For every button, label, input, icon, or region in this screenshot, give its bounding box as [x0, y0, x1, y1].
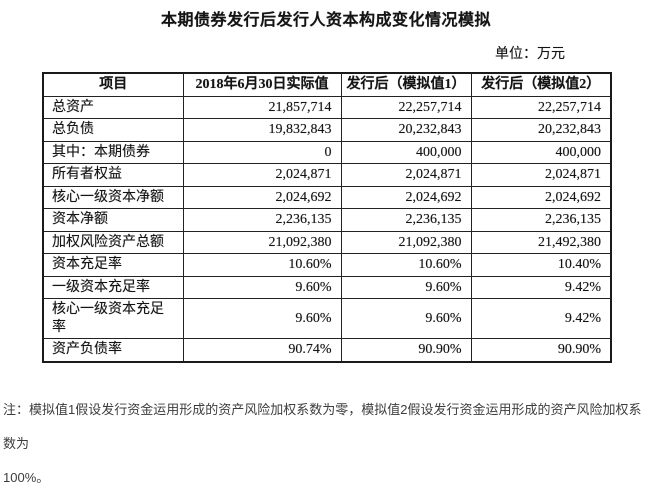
cell-actual: 2,236,135 [182, 208, 342, 232]
cell-sim1: 2,236,135 [340, 208, 472, 232]
cell-sim1: 90.90% [340, 338, 472, 362]
cell-sim1: 2,024,692 [340, 185, 472, 209]
table-row: 其中：本期债券 0 400,000 400,000 [42, 140, 612, 164]
cell-sim2: 400,000 [470, 140, 612, 164]
cell-label: 加权风险资产总额 [42, 230, 184, 254]
document-page: 本期债券发行后发行人资本构成变化情况模拟 单位：万元 项目 2018年6月30日… [0, 6, 652, 485]
cell-actual: 2,024,692 [182, 185, 342, 209]
cell-sim1: 22,257,714 [340, 95, 472, 119]
cell-sim2: 9.42% [470, 275, 612, 299]
cell-sim1: 400,000 [340, 140, 472, 164]
cell-label: 核心一级资本充足率 [42, 298, 184, 339]
cell-actual: 2,024,871 [182, 163, 342, 187]
table-row: 总资产 21,857,714 22,257,714 22,257,714 [42, 95, 612, 119]
header-sim2: 发行后（模拟值2） [470, 72, 612, 97]
cell-sim1: 20,232,843 [340, 118, 472, 142]
capital-composition-table: 项目 2018年6月30日实际值 发行后（模拟值1） 发行后（模拟值2） 总资产… [42, 72, 612, 363]
cell-sim2: 90.90% [470, 338, 612, 362]
cell-label: 资产负债率 [42, 338, 184, 362]
table-row: 所有者权益 2,024,871 2,024,871 2,024,871 [42, 163, 612, 187]
page-title: 本期债券发行后发行人资本构成变化情况模拟 [160, 12, 491, 29]
table-row: 资本净额 2,236,135 2,236,135 2,236,135 [42, 208, 612, 232]
cell-label: 资本充足率 [42, 253, 184, 277]
cell-actual: 90.74% [182, 338, 342, 362]
table-row: 核心一级资本净额 2,024,692 2,024,692 2,024,692 [42, 185, 612, 209]
cell-sim2: 20,232,843 [470, 118, 612, 142]
table-row: 总负债 19,832,843 20,232,843 20,232,843 [42, 118, 612, 142]
unit-label: 单位：万元 [495, 47, 565, 62]
cell-sim1: 21,092,380 [340, 230, 472, 254]
cell-label: 其中：本期债券 [42, 140, 184, 164]
table-header-row: 项目 2018年6月30日实际值 发行后（模拟值1） 发行后（模拟值2） [42, 72, 612, 97]
cell-sim2: 2,236,135 [470, 208, 612, 232]
table-row: 一级资本充足率 9.60% 9.60% 9.42% [42, 275, 612, 299]
cell-sim2: 2,024,871 [470, 163, 612, 187]
cell-sim2: 9.42% [470, 298, 612, 339]
cell-actual: 10.60% [182, 253, 342, 277]
cell-sim1: 10.60% [340, 253, 472, 277]
cell-actual: 19,832,843 [182, 118, 342, 142]
header-actual: 2018年6月30日实际值 [182, 72, 342, 97]
cell-label: 核心一级资本净额 [42, 185, 184, 209]
footnote: 注：模拟值1假设发行资金运用形成的资产风险加权系数为零，模拟值2假设发行资金运用… [3, 393, 652, 495]
header-item: 项目 [42, 72, 184, 97]
cell-sim1: 9.60% [340, 298, 472, 339]
cell-sim2: 22,257,714 [470, 95, 612, 119]
cell-sim2: 21,492,380 [470, 230, 612, 254]
cell-actual: 21,092,380 [182, 230, 342, 254]
footnote-line-1: 注：模拟值1假设发行资金运用形成的资产风险加权系数为零，模拟值2假设发行资金运用… [3, 401, 642, 451]
table-row: 资产负债率 90.74% 90.90% 90.90% [42, 338, 612, 362]
table-row: 加权风险资产总额 21,092,380 21,092,380 21,492,38… [42, 230, 612, 254]
cell-actual: 9.60% [182, 298, 342, 339]
cell-sim2: 10.40% [470, 253, 612, 277]
header-sim1: 发行后（模拟值1） [340, 72, 472, 97]
scanned-table-region: 本期债券发行后发行人资本构成变化情况模拟 单位：万元 项目 2018年6月30日… [0, 6, 652, 363]
cell-actual: 0 [182, 140, 342, 164]
cell-actual: 21,857,714 [182, 95, 342, 119]
cell-label: 资本净额 [42, 208, 184, 232]
cell-label: 一级资本充足率 [42, 275, 184, 299]
cell-sim2: 2,024,692 [470, 185, 612, 209]
table-row: 资本充足率 10.60% 10.60% 10.40% [42, 253, 612, 277]
cell-label: 所有者权益 [42, 163, 184, 187]
cell-sim1: 9.60% [340, 275, 472, 299]
cell-actual: 9.60% [182, 275, 342, 299]
cell-label: 总负债 [42, 118, 184, 142]
table-row: 核心一级资本充足率 9.60% 9.60% 9.42% [42, 298, 612, 339]
footnote-line-2: 100%。 [3, 469, 50, 485]
cell-sim1: 2,024,871 [340, 163, 472, 187]
cell-label: 总资产 [42, 95, 184, 119]
